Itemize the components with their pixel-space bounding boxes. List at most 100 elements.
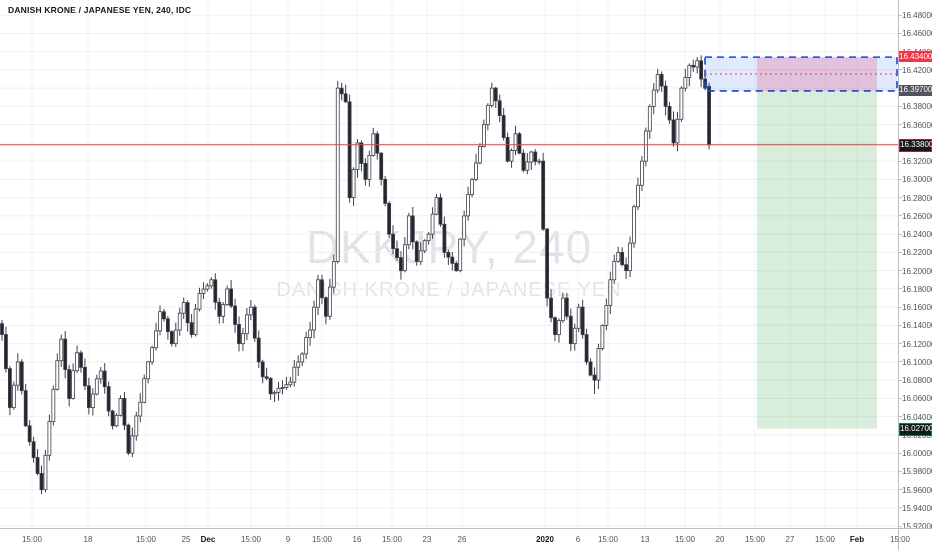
- time-tick-label: 23: [422, 535, 432, 544]
- candle: [308, 321, 313, 346]
- candle: [525, 153, 530, 175]
- symbol-legend[interactable]: DANISH KRONE / JAPANESE YEN, 240, IDC: [8, 5, 192, 15]
- candle: [27, 420, 32, 446]
- price-tick-mark: [899, 416, 902, 418]
- candle: [59, 334, 64, 367]
- time-tick-label: Feb: [849, 535, 865, 544]
- chart-pane[interactable]: DKKJPY, 240 DANISH KRONE / JAPANESE YEN …: [0, 0, 898, 528]
- axis-corner-divider: [898, 529, 899, 550]
- candle: [387, 201, 392, 238]
- candle: [165, 315, 170, 340]
- candle: [169, 330, 174, 347]
- time-axis[interactable]: 15:00 18 15:00 25 Dec 15:00 9 15:00 16 15:00 23 26 2…: [0, 528, 932, 550]
- price-axis[interactable]: 15.92000 15.94000 15.96000 15.98000 16.00000…: [898, 0, 932, 531]
- candle: [367, 150, 372, 187]
- candle: [596, 343, 601, 389]
- price-tick-mark: [899, 379, 902, 381]
- candle: [418, 242, 423, 266]
- candle: [312, 300, 316, 339]
- price-tick-label: 15.96000: [902, 485, 932, 495]
- candle: [90, 388, 95, 416]
- price-tick-mark: [899, 14, 902, 16]
- candle: [695, 57, 700, 74]
- candle: [335, 80, 340, 264]
- candle: [450, 251, 455, 271]
- candle: [237, 316, 241, 352]
- candle: [470, 177, 474, 198]
- price-tick-mark: [899, 507, 902, 509]
- price-tick-mark: [899, 251, 902, 253]
- time-tick-label: 15:00: [311, 535, 333, 544]
- candle: [320, 274, 324, 305]
- candle: [454, 260, 459, 272]
- time-tick-label: 15:00: [744, 535, 766, 544]
- candle: [620, 247, 625, 267]
- candle: [316, 274, 320, 316]
- price-tick-mark: [899, 470, 902, 472]
- candle: [71, 363, 75, 400]
- time-tick-label: 16: [352, 535, 362, 544]
- candle: [7, 366, 12, 416]
- candle: [406, 212, 411, 250]
- candle: [442, 216, 447, 258]
- candle: [399, 251, 403, 280]
- candle: [549, 289, 553, 323]
- stop-price-label: 16.43400: [899, 51, 932, 63]
- candle: [422, 239, 427, 254]
- price-tick-mark: [899, 69, 902, 71]
- candle: [272, 390, 277, 402]
- candle: [323, 296, 328, 325]
- candle: [395, 240, 399, 261]
- price-tick-mark: [899, 270, 902, 272]
- candle: [359, 140, 364, 172]
- candle: [63, 330, 68, 379]
- candle: [31, 436, 36, 463]
- candle: [651, 83, 656, 115]
- candle: [43, 449, 48, 493]
- price-tick-mark: [899, 306, 902, 308]
- candle: [493, 86, 498, 108]
- candle: [707, 82, 711, 150]
- candle: [94, 374, 99, 396]
- price-tick-label: 16.16000: [902, 303, 932, 313]
- candle: [402, 236, 407, 273]
- time-tick-label: 15:00: [240, 535, 262, 544]
- candle: [221, 302, 226, 324]
- price-tick-mark: [899, 178, 902, 180]
- price-tick-label: 15.98000: [902, 467, 932, 477]
- last-price-label: 16.33800: [899, 138, 932, 152]
- price-tick-mark: [899, 343, 902, 345]
- price-tick-label: 16.32000: [902, 157, 932, 167]
- candle: [383, 176, 388, 207]
- candle: [363, 158, 368, 186]
- candle: [600, 324, 605, 351]
- price-tick-mark: [899, 324, 902, 326]
- candle: [197, 287, 202, 312]
- candle: [256, 330, 261, 369]
- candle: [11, 381, 16, 410]
- candle: [588, 358, 593, 377]
- candle: [193, 303, 198, 337]
- price-tick-label: 16.22000: [902, 248, 932, 258]
- candle: [537, 158, 542, 165]
- candle: [189, 314, 194, 338]
- candle: [244, 308, 249, 341]
- candle: [355, 139, 360, 178]
- candle: [185, 300, 190, 332]
- price-tick-label: 16.48000: [902, 11, 932, 21]
- candlestick-plot[interactable]: [0, 0, 898, 528]
- candle: [134, 411, 139, 441]
- price-tick-label: 16.12000: [902, 339, 932, 349]
- price-tick-mark: [899, 124, 902, 126]
- candle: [292, 360, 297, 387]
- candle: [98, 366, 103, 384]
- short-position-target-box[interactable]: [757, 90, 877, 429]
- candle: [580, 299, 585, 339]
- candle: [640, 156, 644, 191]
- candle: [430, 207, 435, 239]
- candle: [248, 300, 253, 321]
- candle: [462, 210, 467, 247]
- candle: [612, 254, 617, 285]
- candle: [288, 376, 293, 388]
